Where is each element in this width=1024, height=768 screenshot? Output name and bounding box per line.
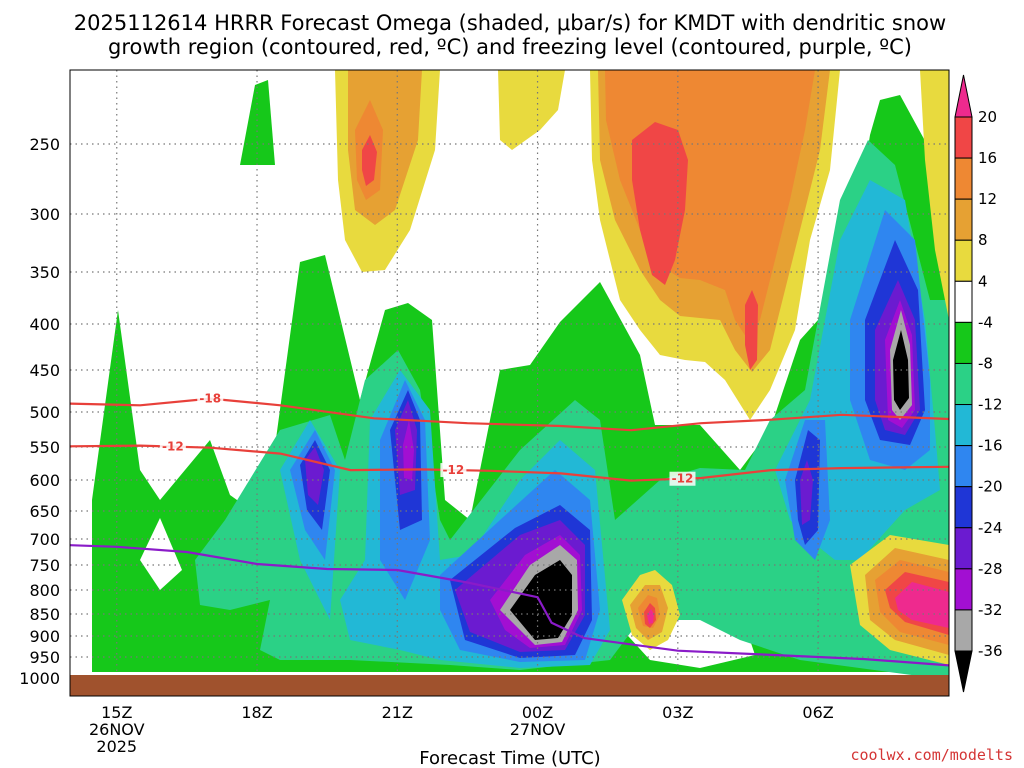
y-tick-label: 300 — [29, 205, 60, 224]
omega-band-16-20 — [362, 122, 949, 635]
omega-band-below-m36 — [510, 330, 909, 640]
omega-hole-left — [140, 518, 182, 590]
x-tick-label: 06Z — [802, 703, 833, 722]
colorbar-segment — [954, 404, 973, 447]
contour-label: -12 — [672, 472, 694, 486]
y-tick-label: 600 — [29, 471, 60, 490]
colorbar-segment — [954, 445, 973, 488]
y-tick-label: 750 — [29, 556, 60, 575]
contour-freezing-level-0c — [70, 544, 949, 667]
colorbar-label: -8 — [978, 354, 993, 372]
colorbar-segment — [954, 280, 973, 323]
omega-band-m32-m28 — [403, 300, 915, 648]
x-tick-label: 2025 — [96, 737, 137, 756]
y-tick-label: 500 — [29, 403, 60, 422]
y-tick-label: 900 — [29, 627, 60, 646]
contour-lines: -18 -12 -12 -12 — [70, 391, 949, 667]
x-tick-label: 03Z — [662, 703, 693, 722]
colorbar-label: -24 — [978, 519, 1003, 537]
contour-dendritic-12c — [70, 444, 949, 482]
x-axis-label: Forecast Time (UTC) — [419, 748, 600, 768]
y-axis-ticks: 250 300 350 400 450 500 550 600 650 700 750 800 850 9… — [19, 135, 60, 688]
colorbar-label: 12 — [978, 190, 997, 208]
colorbar: 20 16 12 8 4 -4 -8 -12 -16 -20 -24 -28 -32 -36 — [954, 74, 1003, 693]
plot-frame — [69, 69, 950, 697]
contour-label-bg — [159, 439, 186, 454]
x-tick-label: 26NOV — [89, 720, 145, 739]
x-tick-label: 15Z — [101, 703, 132, 722]
omega-shading — [92, 70, 949, 680]
contour-label: -12 — [162, 440, 184, 454]
chart-title-line-1: 2025112614 HRRR Forecast Omega (shaded, … — [74, 11, 946, 35]
x-tick-label: 27NOV — [510, 720, 566, 739]
y-tick-label: 950 — [29, 648, 60, 667]
omega-band-above-20 — [647, 582, 949, 628]
colorbar-segment — [954, 321, 973, 364]
y-tick-label: 800 — [29, 581, 60, 600]
colorbar-segment — [954, 486, 973, 529]
y-tick-label: 250 — [29, 135, 60, 154]
y-tick-label: 700 — [29, 530, 60, 549]
y-tick-label: 850 — [29, 605, 60, 624]
colorbar-label: 8 — [978, 231, 988, 249]
contour-label: -18 — [199, 392, 221, 406]
colorbar-segment — [954, 157, 973, 200]
omega-band-8-12 — [348, 70, 949, 655]
colorbar-segment — [954, 116, 973, 159]
colorbar-top-arrow — [954, 74, 973, 118]
contour-label-bg — [440, 463, 467, 478]
y-tick-label: 650 — [29, 502, 60, 521]
y-tick-label: 400 — [29, 315, 60, 334]
colorbar-bottom-arrow — [954, 650, 973, 693]
chart-title-line-2: growth region (contoured, red, ºC) and f… — [108, 35, 912, 59]
colorbar-label: -16 — [978, 437, 1003, 455]
x-tick-label: 00Z — [522, 703, 553, 722]
x-tick-label: 21Z — [382, 703, 413, 722]
colorbar-label: -4 — [978, 313, 993, 331]
colorbar-label: -36 — [978, 642, 1003, 660]
colorbar-label: -32 — [978, 601, 1003, 619]
contour-label: -12 — [443, 463, 465, 477]
colorbar-segment — [954, 239, 973, 282]
x-tick-label: 18Z — [241, 703, 272, 722]
colorbar-label: 16 — [978, 149, 997, 167]
colorbar-label: -28 — [978, 560, 1003, 578]
colorbar-segment — [954, 527, 973, 570]
colorbar-label: -20 — [978, 478, 1003, 496]
colorbar-label: 20 — [978, 108, 997, 126]
ground-terrain — [70, 675, 949, 696]
colorbar-segment — [954, 568, 973, 611]
omega-band-m8-m4-top-left — [240, 80, 275, 165]
colorbar-label: -12 — [978, 396, 1003, 414]
y-tick-label: 450 — [29, 361, 60, 380]
colorbar-segment — [954, 198, 973, 241]
contour-label-bg — [197, 391, 224, 406]
contour-label-bg — [669, 471, 696, 486]
colorbar-segment — [954, 609, 973, 652]
y-tick-label: 1000 — [19, 669, 60, 688]
plot-area: -18 -12 -12 -12 — [70, 70, 949, 696]
colorbar-label: 4 — [978, 272, 988, 290]
y-tick-label: 550 — [29, 438, 60, 457]
y-tick-label: 350 — [29, 263, 60, 282]
colorbar-segment — [954, 362, 973, 406]
credit-text: coolwx.com/modelts — [850, 746, 1013, 764]
